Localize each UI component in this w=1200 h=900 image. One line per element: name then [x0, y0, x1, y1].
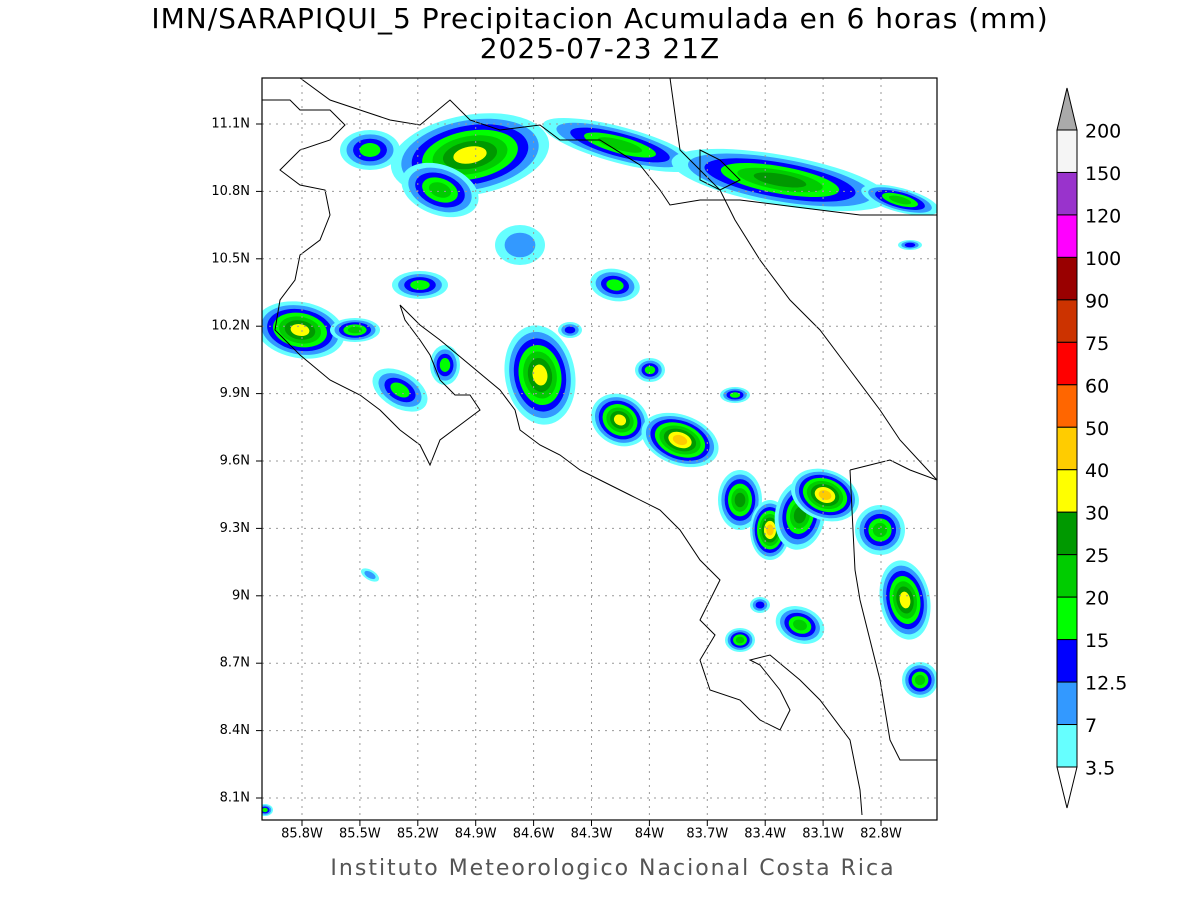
graticule [262, 78, 937, 820]
lat-label: 10.5N [211, 251, 250, 266]
colorbar-swatch [1056, 724, 1078, 768]
precip-cell [888, 195, 912, 205]
precip-cell [734, 492, 746, 508]
precip-cell [672, 434, 688, 446]
lat-label: 9.6N [220, 454, 250, 469]
colorbar-min-arrow [1056, 766, 1078, 809]
precip-cell [564, 326, 576, 334]
colorbar-label: 90 [1085, 290, 1109, 312]
colorbar-label: 12.5 [1085, 673, 1127, 695]
lon-label: 83.4W [744, 827, 786, 842]
subtitle: 2025-07-23 21Z [480, 32, 720, 65]
precip-cell [290, 323, 310, 337]
colorbar-swatch [1056, 426, 1078, 471]
colorbar-label: 15 [1085, 630, 1109, 652]
colorbar-label: 50 [1085, 418, 1109, 440]
colorbar-max-arrow [1056, 87, 1078, 131]
colorbar-swatch [1056, 596, 1078, 641]
precip-cell [644, 365, 656, 375]
colorbar-swatch [1056, 256, 1078, 301]
lat-label: 8.1N [220, 791, 250, 806]
lon-label: 85.5W [339, 827, 381, 842]
precip-cell [428, 182, 452, 198]
footer: Instituto Meteorologico Nacional Costa R… [330, 856, 895, 881]
lon-label: 82.8W [860, 827, 902, 842]
colorbar-label: 30 [1085, 503, 1109, 525]
precip-cell [262, 807, 268, 813]
precip-cell [410, 280, 430, 290]
precip-cell [793, 619, 807, 631]
colorbar-swatch [1056, 469, 1078, 513]
lon-label: 85.8W [281, 827, 323, 842]
map-frame [261, 77, 938, 821]
colorbar-swatch [1056, 214, 1078, 258]
precip-cell [359, 143, 381, 157]
lon-label: 84.3W [571, 827, 613, 842]
precip-cell [753, 172, 807, 188]
colorbar-swatch [1056, 681, 1078, 726]
colorbar-swatch [1056, 171, 1078, 216]
lat-label: 9.3N [220, 521, 250, 536]
colorbar-label: 3.5 [1085, 758, 1115, 780]
colorbar-label: 100 [1085, 248, 1121, 270]
lon-label: 85.2W [397, 827, 439, 842]
colorbar-label: 40 [1085, 460, 1109, 482]
precip-cell [606, 279, 624, 291]
precip-cell [613, 414, 627, 426]
precip-cell [755, 601, 765, 609]
lon-label: 84.6W [513, 827, 555, 842]
colorbar-swatch [1056, 341, 1078, 386]
precip-cell [453, 146, 487, 164]
colorbar-label: 200 [1085, 121, 1121, 143]
coastlines [262, 78, 937, 816]
precip-cell [735, 636, 745, 644]
colorbar-label: 75 [1085, 333, 1109, 355]
lat-label: 10.8N [211, 184, 250, 199]
precip-cell [364, 570, 376, 580]
colorbar-swatch [1056, 384, 1078, 428]
precip-cell [904, 242, 916, 248]
precip-field [262, 113, 937, 816]
precip-cell [532, 364, 548, 386]
colorbar: 200 150 120 100 90 75 60 50 40 30 25 20 15 12.5 7 3.5 [1056, 87, 1127, 809]
lat-label: 8.4N [220, 723, 250, 738]
lat-label: 8.7N [220, 656, 250, 671]
colorbar-swatch [1056, 639, 1078, 683]
colorbar-swatch [1056, 511, 1078, 556]
colorbar-label: 25 [1085, 545, 1109, 567]
colorbar-label: 150 [1085, 163, 1121, 185]
title: IMN/SARAPIQUI_5 Precipitacion Acumulada … [151, 2, 1048, 35]
lon-label: 83.7W [686, 827, 728, 842]
colorbar-label: 120 [1085, 205, 1121, 227]
precip-cell [439, 358, 451, 372]
colorbar-swatch [1056, 129, 1078, 173]
precip-cell [729, 392, 741, 398]
precip-cell [504, 232, 536, 258]
lat-label: 9.9N [220, 386, 250, 401]
precip-cell [872, 522, 888, 538]
lon-label: 83.1W [802, 827, 844, 842]
lat-label: 9N [232, 588, 250, 603]
lat-label: 11.1N [211, 117, 250, 132]
precip-cell [766, 524, 774, 536]
colorbar-swatch [1056, 299, 1078, 343]
precip-cell [347, 326, 363, 334]
lon-label: 84.9W [455, 827, 497, 842]
precip-cell [914, 674, 926, 686]
colorbar-label: 20 [1085, 588, 1109, 610]
colorbar-label: 60 [1085, 375, 1109, 397]
precip-cell [597, 137, 643, 153]
colorbar-swatch [1056, 554, 1078, 598]
lon-label: 84W [635, 827, 665, 842]
colorbar-label: 7 [1085, 715, 1097, 737]
lat-label: 10.2N [211, 319, 250, 334]
precip-cell [818, 490, 832, 500]
